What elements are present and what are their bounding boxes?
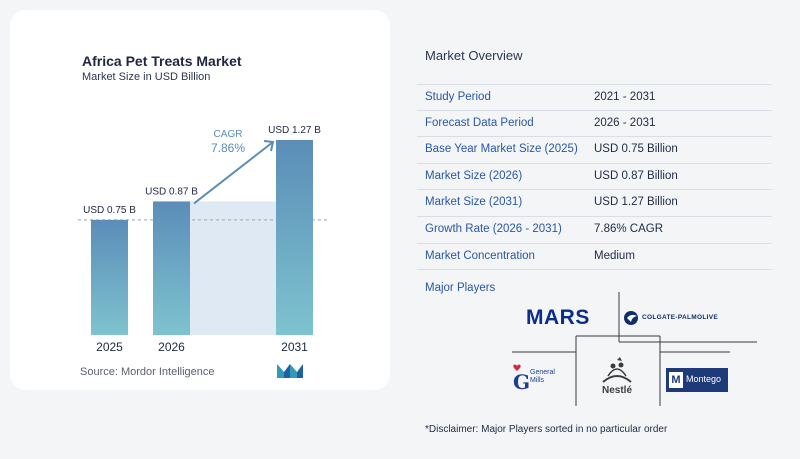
overview-value: 7.86% CAGR xyxy=(594,222,664,235)
overview-row: Study Period 2021 - 2031 xyxy=(417,84,772,111)
colgate-palmolive-logo: COLGATE-PALMOLIVE xyxy=(642,314,718,321)
cagr-value: 7.86% xyxy=(211,141,245,155)
montego-m-icon: M xyxy=(669,372,683,388)
cagr-arrow-line xyxy=(193,141,274,205)
overview-label: Study Period xyxy=(425,91,491,103)
x-tick-2031: 2031 xyxy=(281,340,308,354)
cagr-arrowhead-icon xyxy=(263,140,275,152)
x-tick-2026: 2026 xyxy=(158,340,185,354)
nestle-nest-icon xyxy=(602,357,632,383)
overview-value: 2026 - 2031 xyxy=(594,116,656,129)
overview-row: Base Year Market Size (2025) USD 0.75 Bi… xyxy=(417,137,772,164)
mars-logo: MARS xyxy=(526,306,590,329)
overview-row: Market Size (2031) USD 1.27 Billion xyxy=(417,190,772,217)
overview-row: Market Concentration Medium xyxy=(417,244,772,271)
cagr-label: CAGR xyxy=(214,129,243,140)
montego-logo: M Montego xyxy=(666,368,728,392)
general-mills-line-2: Mills xyxy=(530,377,544,384)
overview-value: USD 1.27 Billion xyxy=(594,196,678,209)
disclaimer-text: *Disclaimer: Major Players sorted in no … xyxy=(425,424,668,435)
overview-row: Growth Rate (2026 - 2031) 7.86% CAGR xyxy=(417,217,772,244)
major-players-title: Major Players xyxy=(425,282,496,294)
nestle-logo: Nestlé xyxy=(602,385,633,396)
chart-title: Africa Pet Treats Market xyxy=(82,53,242,69)
chart-subtitle: Market Size in USD Billion xyxy=(82,71,211,83)
source-text: Source: Mordor Intelligence xyxy=(80,366,215,378)
general-mills-line-1: General xyxy=(530,369,555,376)
overview-label: Growth Rate (2026 - 2031) xyxy=(425,222,562,235)
bar-chart: USD 0.75 B 2025 USD 0.87 B 2026 USD 1.27 B 20… xyxy=(78,125,330,354)
cagr-shade-region xyxy=(190,201,276,335)
overview-label: Market Size (2026) xyxy=(425,169,523,182)
bar-2026 xyxy=(153,201,190,335)
bar-2031 xyxy=(276,140,313,335)
overview-table: Study Period 2021 - 2031 Forecast Data P… xyxy=(417,84,772,271)
bar-2025 xyxy=(91,219,128,335)
data-label-2031: USD 1.27 B xyxy=(268,125,321,136)
overview-row: Market Size (2026) USD 0.87 Billion xyxy=(417,164,772,191)
mordor-intelligence-logo-icon xyxy=(277,364,303,378)
overview-value: Medium xyxy=(594,249,635,262)
overview-label: Forecast Data Period xyxy=(425,116,534,129)
overview-title: Market Overview xyxy=(425,48,523,63)
svg-text:G: G xyxy=(513,370,530,392)
general-mills-logo: General Mills xyxy=(530,369,555,385)
overview-label: Market Concentration xyxy=(425,249,535,262)
x-tick-2025: 2025 xyxy=(96,340,123,354)
general-mills-logo-icon: G xyxy=(513,364,530,392)
overview-row: Forecast Data Period 2026 - 2031 xyxy=(417,111,772,138)
overview-value: USD 0.87 Billion xyxy=(594,169,678,182)
overview-value: USD 0.75 Billion xyxy=(594,143,678,156)
montego-logo-text: Montego xyxy=(686,374,722,384)
overview-label: Base Year Market Size (2025) xyxy=(425,143,578,156)
data-label-2026: USD 0.87 B xyxy=(145,186,198,197)
overview-value: 2021 - 2031 xyxy=(594,91,656,103)
data-label-2025: USD 0.75 B xyxy=(83,205,136,216)
overview-label: Market Size (2031) xyxy=(425,196,523,209)
colgate-palmolive-logo-icon xyxy=(624,311,638,325)
